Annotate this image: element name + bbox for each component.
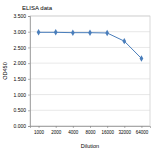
y-tick: 1.500 (13, 76, 30, 82)
x-tick: 1000 (34, 126, 45, 135)
y-tick-label: 3.000 (13, 29, 26, 35)
y-tick-mark (28, 16, 30, 17)
data-point (140, 55, 144, 61)
y-tick: 1.000 (13, 92, 30, 98)
x-tick-mark (56, 126, 57, 128)
y-tick-label: 0.500 (13, 107, 26, 113)
y-tick: 3.000 (13, 29, 30, 35)
grid-line (30, 63, 150, 64)
x-tick: 8000 (85, 126, 96, 135)
grid-line (30, 78, 150, 79)
x-tick-mark (107, 126, 108, 128)
x-tick-label: 64000 (136, 130, 149, 135)
data-point (37, 29, 41, 35)
y-tick-mark (28, 63, 30, 64)
grid-line (30, 110, 150, 111)
y-tick-label: 1.500 (13, 76, 26, 82)
x-tick-mark (141, 126, 142, 128)
chart: 0.000 0.500 1.000 1.500 2.000 2.500 3.000 3.500… (0, 0, 156, 156)
data-point (54, 29, 58, 35)
x-tick-label: 4000 (68, 130, 79, 135)
x-tick: 16000 (101, 126, 114, 135)
y-tick: 2.500 (13, 45, 30, 51)
x-axis-line (31, 127, 151, 129)
series (37, 29, 144, 62)
y-tick: 0.000 (13, 123, 30, 129)
y-tick-label: 0.000 (13, 123, 26, 129)
y-axis-title: OD450 (2, 62, 8, 79)
y-tick-label: 1.000 (13, 92, 26, 98)
data-point (105, 30, 109, 36)
x-tick-mark (73, 126, 74, 128)
y-tick: 3.500 (13, 13, 30, 19)
grid-line (30, 47, 150, 48)
x-tick: 2000 (51, 126, 62, 135)
plot-frame (30, 16, 150, 126)
x-tick-label: 2000 (51, 130, 62, 135)
y-tick: 0.500 (13, 107, 30, 113)
plot: 0.000 0.500 1.000 1.500 2.000 2.500 3.000 3.500… (13, 13, 150, 135)
title: ELISA data (22, 5, 53, 11)
x-tick: 64000 (136, 126, 149, 135)
y-tick-label: 2.500 (13, 45, 26, 51)
x-axis-title: Dilution (81, 143, 99, 149)
data-point (88, 29, 92, 35)
x-tick-label: 1000 (34, 130, 45, 135)
x-tick-mark (39, 126, 40, 128)
y-axis: 0.000 0.500 1.000 1.500 2.000 2.500 3.000 3.500 (13, 13, 30, 129)
x-tick: 4000 (68, 126, 79, 135)
y-tick-mark (28, 95, 30, 96)
x-tick-label: 16000 (101, 130, 114, 135)
y-tick-mark (28, 79, 30, 80)
x-tick-label: 32000 (119, 130, 132, 135)
grid-line (30, 16, 150, 17)
data-point (122, 38, 126, 44)
y-tick-mark (28, 47, 30, 48)
y-tick-label: 3.500 (13, 13, 26, 19)
y-tick-mark (28, 110, 30, 111)
grid-line (30, 94, 150, 95)
x-tick-mark (124, 126, 125, 128)
y-tick-label: 2.000 (13, 60, 26, 66)
x-axis: 1000 2000 4000 8000 16000 32000 64000 (31, 126, 151, 135)
y-axis-line (28, 17, 31, 127)
x-tick-label: 8000 (85, 130, 96, 135)
y-tick: 2.000 (13, 60, 30, 66)
x-tick: 32000 (119, 126, 132, 135)
x-tick-mark (90, 126, 91, 128)
y-tick-mark (28, 126, 30, 127)
data-line (39, 32, 142, 58)
y-tick-mark (28, 32, 30, 33)
data-point (71, 29, 75, 35)
